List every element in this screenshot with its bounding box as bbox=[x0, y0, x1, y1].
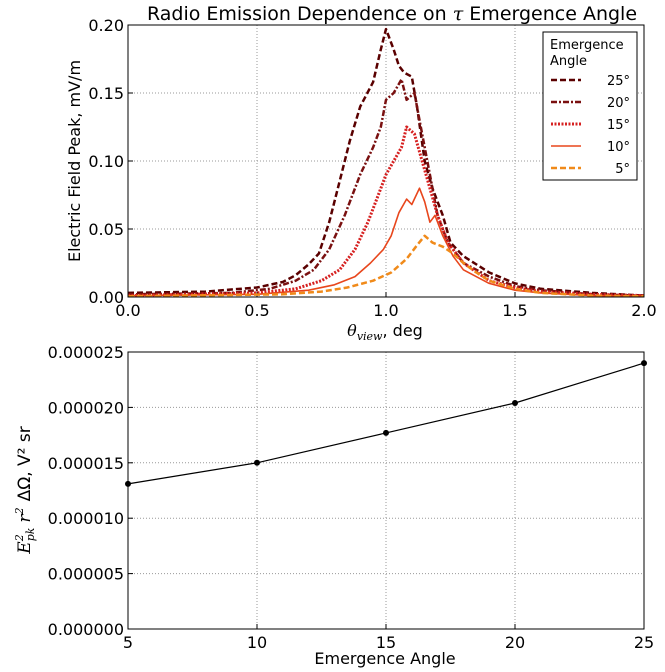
top-x-tick-label: 0.0 bbox=[115, 301, 140, 320]
bottom-series-group bbox=[125, 360, 647, 487]
series-line-3 bbox=[127, 187, 645, 298]
top-y-tick-label: 0.15 bbox=[88, 84, 124, 103]
top-x-tick-label: 1.5 bbox=[502, 301, 527, 320]
top-plot-frame bbox=[127, 24, 645, 298]
bottom-y-tick-label: 0.000020 bbox=[48, 398, 124, 417]
legend-box bbox=[542, 31, 638, 181]
top-x-tick-label: 0.5 bbox=[244, 301, 269, 320]
legend-title-line-1: Emergence bbox=[550, 38, 624, 53]
top-y-tick-label: 0.05 bbox=[88, 220, 124, 239]
legend-label-2: 15° bbox=[607, 118, 630, 133]
top-x-axis-label: θview, deg bbox=[347, 321, 423, 343]
bottom-x-tick-label: 15 bbox=[376, 633, 396, 652]
legend-label-0: 25° bbox=[607, 74, 630, 89]
bottom-data-point bbox=[512, 399, 518, 406]
bottom-tick-labels: 5 10 15 20 25 0.000000 0.000005 0.000010 0.00001… bbox=[48, 343, 655, 652]
bottom-y-tick-label: 0.000010 bbox=[48, 509, 124, 528]
bottom-series-line bbox=[127, 362, 645, 485]
bottom-y-axis-label: E2pkr2ΔΩ, V² sr bbox=[13, 426, 37, 554]
top-tick-labels: 0.0 0.5 1.0 1.5 2.0 0.00 0.05 0.10 0.15 0.20 bbox=[88, 16, 656, 320]
bottom-y-tick-label: 0.000000 bbox=[48, 620, 124, 639]
bottom-data-point bbox=[383, 429, 389, 436]
top-x-tick-label: 1.0 bbox=[373, 301, 398, 320]
series-line-4 bbox=[127, 234, 645, 298]
bottom-x-tick-label: 20 bbox=[505, 633, 525, 652]
series-line-2 bbox=[127, 125, 645, 298]
top-y-axis-label: Electric Field Peak, mV/m bbox=[65, 60, 84, 262]
legend-label-4: 5° bbox=[615, 162, 630, 177]
legend: Emergence Angle 25° 20° 15° 10° 5° bbox=[542, 31, 638, 181]
bottom-y-tick-label: 0.000005 bbox=[48, 565, 124, 584]
top-y-tick-label: 0.20 bbox=[88, 16, 124, 35]
bottom-x-axis-label: Emergence Angle bbox=[314, 649, 455, 668]
bottom-y-tick-label: 0.000025 bbox=[48, 343, 124, 362]
bottom-y-tick-label: 0.000015 bbox=[48, 454, 124, 473]
energy-vs-emergence-angle-chart: 5 10 15 20 25 0.000000 0.000005 0.000010 0.00001… bbox=[13, 343, 654, 668]
bottom-x-tick-label: 5 bbox=[123, 633, 133, 652]
top-series-group bbox=[127, 27, 645, 298]
top-y-tick-label: 0.10 bbox=[88, 152, 124, 171]
bottom-x-tick-label: 25 bbox=[634, 633, 654, 652]
bottom-x-tick-label: 10 bbox=[247, 633, 267, 652]
emission-vs-view-angle-chart: Radio Emission Dependence on τ Emergence… bbox=[65, 3, 657, 343]
top-x-tick-label: 2.0 bbox=[631, 301, 656, 320]
chart-title: Radio Emission Dependence on τ Emergence… bbox=[147, 3, 637, 25]
legend-label-1: 20° bbox=[607, 96, 630, 111]
bottom-data-point bbox=[254, 459, 260, 466]
legend-title-line-2: Angle bbox=[550, 54, 587, 69]
bottom-plot-frame bbox=[127, 351, 645, 630]
series-line-0 bbox=[127, 27, 645, 297]
legend-items: 25° 20° 15° 10° 5° bbox=[551, 74, 630, 177]
bottom-grid bbox=[127, 351, 645, 630]
top-y-tick-label: 0.00 bbox=[88, 288, 124, 307]
legend-label-3: 10° bbox=[607, 140, 630, 155]
